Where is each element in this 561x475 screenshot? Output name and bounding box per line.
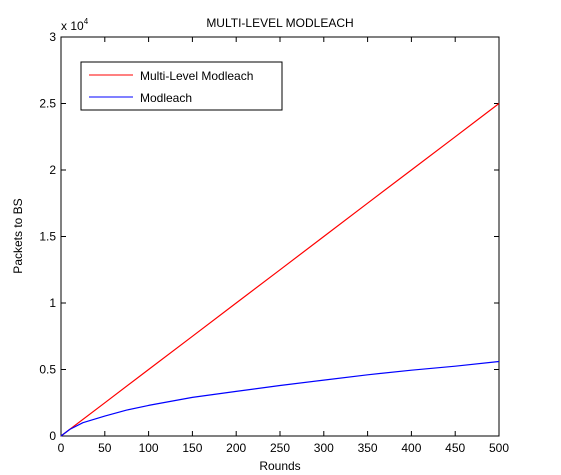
legend: Multi-Level Modleach Modleach <box>80 61 283 111</box>
y-exponent-power: 4 <box>84 17 89 26</box>
x-tick-label: 300 <box>314 441 334 455</box>
series-line-multi-level-modleach <box>60 103 500 437</box>
y-tick-label: 0.5 <box>39 363 56 377</box>
x-tick-label: 150 <box>182 441 202 455</box>
x-tick-label: 500 <box>489 441 509 455</box>
series-line-modleach <box>60 360 500 437</box>
y-tick-label: 2.5 <box>39 97 56 111</box>
x-tick-label: 50 <box>98 441 112 455</box>
y-tick-label: 1 <box>49 296 56 310</box>
legend-label-modleach: Modleach <box>140 91 192 105</box>
y-tick-label: 1.5 <box>39 230 56 244</box>
x-tick-label: 350 <box>358 441 378 455</box>
y-axis-ticks: 0 0.5 1 1.5 2 2.5 3 <box>39 30 499 443</box>
chart-title: MULTI-LEVEL MODLEACH <box>206 16 353 30</box>
x-tick-label: 400 <box>401 441 421 455</box>
legend-label-multi-level-modleach: Multi-Level Modleach <box>140 69 253 83</box>
y-exponent-base: x 10 <box>61 19 84 33</box>
x-tick-label: 450 <box>445 441 465 455</box>
y-axis-label: Packets to BS <box>11 198 25 273</box>
series-lines <box>60 103 500 437</box>
x-tick-label: 0 <box>58 441 65 455</box>
x-tick-label: 250 <box>270 441 290 455</box>
y-tick-label: 2 <box>49 163 56 177</box>
y-tick-label: 0 <box>49 429 56 443</box>
x-axis-ticks: 0 50 100 150 200 250 300 350 400 450 500 <box>58 37 509 455</box>
x-tick-label: 100 <box>139 441 159 455</box>
x-tick-label: 200 <box>226 441 246 455</box>
y-tick-label: 3 <box>49 30 56 44</box>
x-axis-label: Rounds <box>259 459 300 473</box>
y-exponent-label: x 104 <box>61 17 89 33</box>
legend-box <box>80 61 283 111</box>
